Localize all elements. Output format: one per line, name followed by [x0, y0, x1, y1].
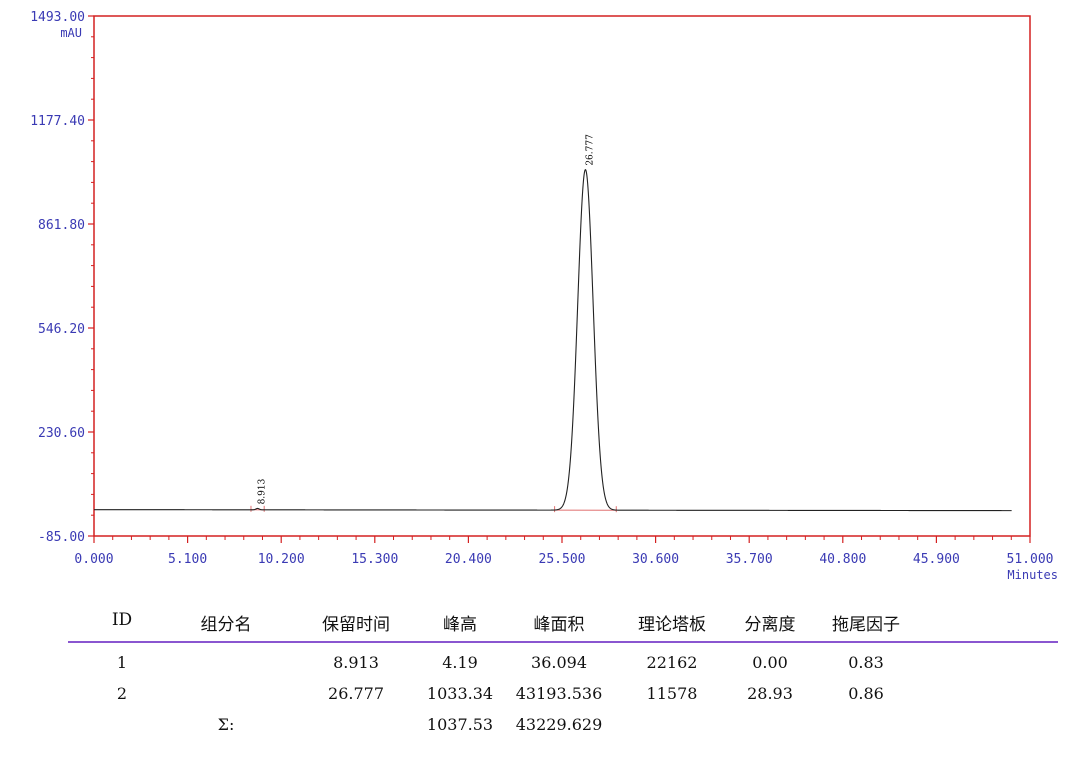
table-cell: 43193.536 [515, 684, 603, 703]
chromatogram-line [94, 168, 1012, 512]
table-cell: Σ: [217, 715, 235, 734]
y-axis: 1493.00 1177.40 861.80 546.20 230.60 -85.00 [30, 10, 94, 545]
y-tick-label: 230.60 [38, 426, 85, 441]
header-cell: 分离度 [744, 615, 796, 635]
header-cell: 峰高 [443, 615, 477, 635]
table-cell: 1033.34 [426, 684, 494, 703]
y-tick-label: 1493.00 [30, 10, 85, 25]
header-cell: ID [111, 610, 133, 630]
x-tick-label: 15.300 [351, 552, 398, 567]
x-tick-label: 45.900 [913, 552, 960, 567]
plot-frame [93, 15, 1031, 537]
table-cell: 0.83 [848, 653, 884, 672]
x-tick-label: 35.700 [726, 552, 773, 567]
x-tick-label: 10.200 [258, 552, 305, 567]
header-cell: 组分名 [200, 615, 252, 635]
header-cell: 保留时间 [322, 615, 390, 635]
y-tick-label: -85.00 [38, 530, 85, 545]
chromatogram-chart: 1493.00 1177.40 861.80 546.20 230.60 -85.00 0… [30, 10, 1058, 582]
table-row: 1 8.913 4.19 36.094 22162 0.00 0.83 [68, 653, 1058, 684]
y-tick-label: 1177.40 [30, 114, 85, 129]
table-header-row: ID 组分名 保留时间 峰高 峰面积 理论塔板 分离度 拖尾因子 [68, 610, 1058, 641]
table-cell: 0.86 [848, 684, 884, 703]
peak-label: 8.913 [258, 478, 268, 504]
x-tick-label: 25.500 [539, 552, 586, 567]
header-cell: 峰面积 [533, 615, 585, 635]
x-tick-label: 0.000 [74, 552, 113, 567]
table-cell: 1 [116, 653, 128, 672]
x-tick-label: 20.400 [445, 552, 492, 567]
peak-label: 26.777 [585, 134, 595, 166]
table-cell: 0.00 [752, 653, 788, 672]
table-cell: 36.094 [531, 653, 587, 672]
table-cell: 11578 [646, 684, 698, 703]
table-cell: 28.93 [747, 684, 793, 703]
x-axis-unit: Minutes [1007, 568, 1058, 582]
y-axis-unit: mAU [60, 26, 82, 40]
y-tick-label: 546.20 [38, 322, 85, 337]
table-row: 2 26.777 1033.34 43193.536 11578 28.93 0.86 [68, 684, 1058, 715]
x-tick-label: 5.100 [168, 552, 207, 567]
table-sum-row: Σ: 1037.53 43229.629 [68, 715, 1058, 746]
table-cell: 4.19 [442, 653, 478, 672]
header-cell: 拖尾因子 [832, 615, 900, 635]
chromatogram-trace [94, 168, 1012, 512]
x-axis: 0.000 5.100 10.200 15.300 20.400 25.500 30.600… [74, 536, 1053, 567]
table-divider [68, 641, 1058, 643]
results-table: ID 组分名 保留时间 峰高 峰面积 理论塔板 分离度 拖尾因子 1 8.913 4.19 36.0… [68, 610, 1058, 746]
peak-labels: 8.913 26.777 [258, 134, 596, 505]
table-cell: 1037.53 [426, 715, 494, 734]
table-cell: 2 [116, 684, 128, 703]
header-cell: 理论塔板 [638, 615, 706, 635]
x-tick-label: 51.000 [1007, 552, 1054, 567]
table-cell: 8.913 [333, 653, 379, 672]
table-cell: 43229.629 [515, 715, 603, 734]
y-tick-label: 861.80 [38, 218, 85, 233]
table-cell: 26.777 [328, 684, 384, 703]
plot-border [93, 15, 1031, 537]
x-tick-label: 40.800 [819, 552, 866, 567]
x-tick-label: 30.600 [632, 552, 679, 567]
table-cell: 22162 [646, 653, 698, 672]
